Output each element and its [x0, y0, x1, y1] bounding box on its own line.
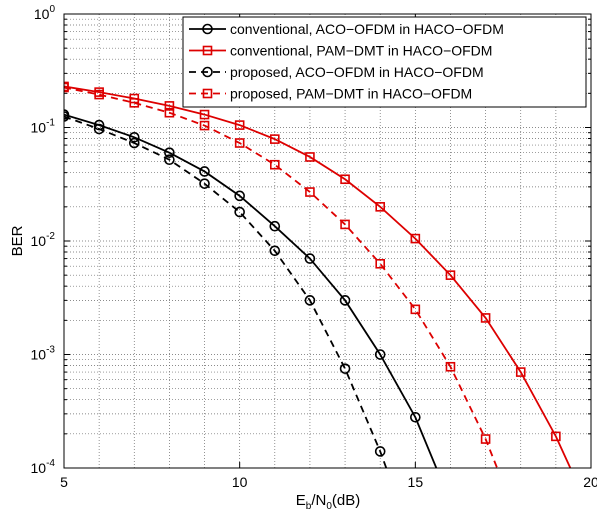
- x-axis-label-main: E: [296, 492, 306, 509]
- data-point: [164, 101, 175, 111]
- x-axis-label-sub2: 0: [326, 501, 332, 512]
- series-line: [64, 85, 572, 468]
- x-axis-label-mid: /N: [311, 492, 326, 509]
- x-axis-label-unit: (dB): [332, 492, 360, 509]
- data-point: [199, 109, 210, 120]
- data-point: [480, 313, 491, 323]
- y-tick-label: 10-3: [31, 345, 56, 363]
- data-point: [374, 349, 386, 360]
- series-line: [64, 115, 388, 468]
- data-point: [64, 111, 70, 122]
- legend-entry: proposed, PAM−DMT in HACO−OFDM: [230, 86, 472, 102]
- data-point: [199, 178, 210, 189]
- x-axis-label-sub1: b: [306, 501, 312, 512]
- x-tick-label: 15: [408, 474, 424, 490]
- series-layer: [64, 81, 572, 468]
- x-axis-label: Eb/N0(dB): [296, 492, 360, 512]
- data-point: [480, 434, 491, 444]
- y-tick-label: 10-4: [31, 458, 56, 476]
- series-1: [64, 109, 438, 468]
- data-point: [445, 270, 456, 280]
- data-point: [64, 82, 69, 93]
- data-point: [269, 245, 281, 257]
- data-point: [410, 304, 421, 315]
- series-4: [64, 82, 499, 468]
- y-tick-label: 10-1: [31, 118, 56, 136]
- data-point: [129, 98, 140, 108]
- data-point: [445, 361, 456, 372]
- data-point: [199, 120, 210, 131]
- x-tick-label: 20: [583, 474, 597, 490]
- y-axis-label: BER: [9, 225, 26, 256]
- legend-entry: conventional, ACO−OFDM in HACO−OFDM: [230, 21, 504, 37]
- data-point: [234, 206, 245, 218]
- data-point: [339, 295, 351, 306]
- legend-box: [182, 16, 587, 108]
- x-tick-label: 5: [60, 474, 68, 490]
- data-point: [164, 107, 175, 118]
- series-2: [64, 81, 572, 468]
- data-point: [304, 295, 316, 306]
- legend-marker: [202, 45, 213, 56]
- data-point: [410, 233, 421, 244]
- data-point: [304, 253, 316, 264]
- data-point: [128, 131, 140, 143]
- data-point: [94, 89, 104, 100]
- data-point: [164, 154, 175, 166]
- data-point: [305, 152, 315, 162]
- axis-ticks: 5 10 15 20 100 10-1 10-2 10-3 10-4: [31, 4, 597, 490]
- y-tick-label: 100: [34, 4, 56, 22]
- data-point: [551, 431, 561, 442]
- legend-entry: proposed, ACO−OFDM in HACO−OFDM: [230, 64, 484, 80]
- data-point: [93, 123, 105, 135]
- series-line: [64, 113, 438, 468]
- legend-entry: conventional, PAM−DMT in HACO−OFDM: [230, 43, 492, 59]
- data-point: [339, 363, 351, 374]
- data-point: [128, 137, 140, 149]
- y-tick-label: 10-2: [31, 231, 56, 249]
- data-point: [340, 219, 350, 230]
- data-point: [269, 134, 280, 144]
- data-point: [340, 174, 350, 185]
- legend-marker: [202, 88, 213, 99]
- data-point: [410, 411, 421, 423]
- data-point: [234, 120, 245, 130]
- data-point: [375, 202, 386, 212]
- data-point: [515, 367, 526, 377]
- data-point: [305, 187, 315, 197]
- data-point: [269, 159, 280, 170]
- data-point: [234, 138, 245, 148]
- data-point: [234, 190, 245, 202]
- legend-marker: [202, 66, 213, 78]
- data-point: [164, 147, 175, 158]
- data-point: [374, 446, 386, 457]
- legend: conventional, ACO−OFDM in HACO−OFDM conve…: [182, 16, 587, 108]
- data-point: [269, 220, 281, 232]
- x-tick-label: 10: [232, 474, 248, 490]
- data-point: [199, 166, 210, 177]
- legend-marker: [202, 23, 213, 35]
- series-3: [64, 111, 388, 468]
- data-point: [375, 258, 386, 269]
- series-line: [64, 86, 499, 468]
